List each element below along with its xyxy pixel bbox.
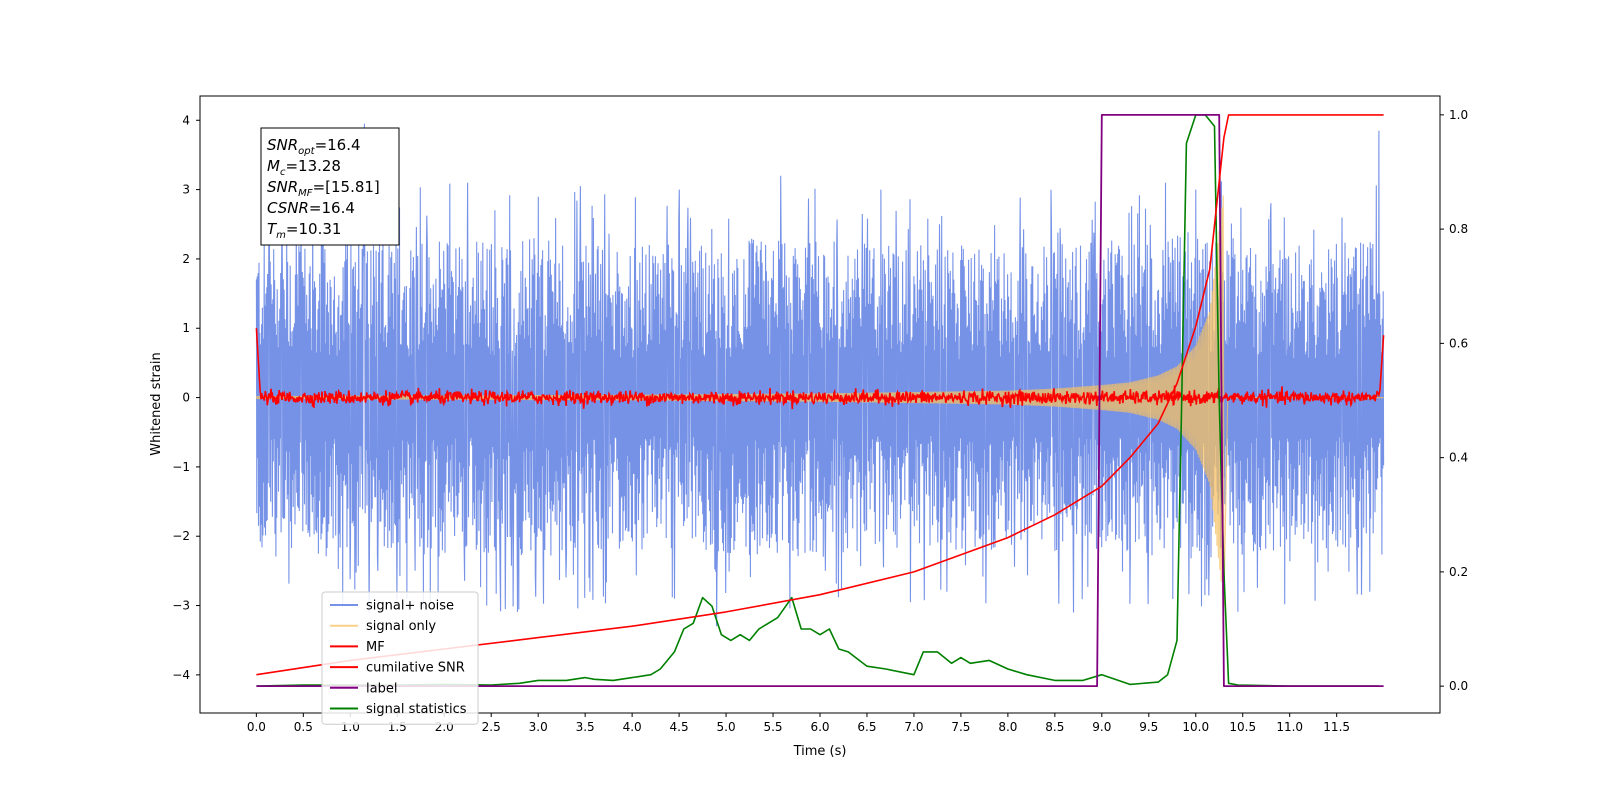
- x-tick-label: 7.5: [951, 720, 970, 734]
- annotation-line: Tm=10.31: [267, 220, 341, 241]
- y-tick-label: −3: [172, 599, 190, 613]
- annotation-line: Mc=13.28: [267, 157, 341, 178]
- y-tick-label: 1: [182, 321, 190, 335]
- legend-label: signal statistics: [366, 702, 467, 717]
- x-tick-label: 10.0: [1182, 720, 1209, 734]
- y-axis-label: Whitened strain: [149, 352, 164, 455]
- annotation-frame: [260, 127, 400, 246]
- x-tick-label: 4.5: [670, 720, 689, 734]
- annotation-line: SNRMF=[15.81]: [267, 178, 380, 199]
- y-tick-label: 4: [182, 113, 190, 127]
- series-mf: [255, 328, 1385, 410]
- x-tick-label: 4.0: [623, 720, 642, 734]
- annotation-line: SNRopt=16.4: [267, 136, 361, 157]
- legend-label: signal+ noise: [366, 599, 454, 614]
- x-tick-label: 9.0: [1092, 720, 1111, 734]
- y2-tick-label: 0.6: [1449, 336, 1468, 350]
- x-axis-label: Time (s): [793, 744, 847, 759]
- x-tick-label: 6.5: [857, 720, 876, 734]
- legend: signal+ noise signal only MF cumilative SNR…: [321, 591, 479, 725]
- y2-tick-label: 1.0: [1449, 108, 1468, 122]
- x-tick-label: 9.5: [1139, 720, 1158, 734]
- y2-tick-label: 0.0: [1449, 679, 1468, 693]
- x-tick-label: 0.0: [247, 720, 266, 734]
- x-tick-label: 2.5: [482, 720, 501, 734]
- y2-tick-label: 0.4: [1449, 451, 1468, 465]
- x-tick-label: 11.0: [1276, 720, 1303, 734]
- y-tick-label: −4: [172, 668, 190, 682]
- y2-tick-label: 0.2: [1449, 565, 1468, 579]
- stats-annotation-box: SNRopt=16.4Mc=13.28SNRMF=[15.81]CSNR=16.…: [260, 127, 400, 246]
- legend-label: signal only: [366, 619, 436, 634]
- series-signal-statistics: [256, 114, 1379, 687]
- x-tick-label: 8.5: [1045, 720, 1064, 734]
- x-tick-label: 0.5: [294, 720, 313, 734]
- legend-frame: [321, 591, 479, 725]
- y-tick-label: 0: [182, 391, 190, 405]
- x-tick-label: 6.0: [810, 720, 829, 734]
- y2-tick-label: 0.8: [1449, 222, 1468, 236]
- y-tick-label: 3: [182, 183, 190, 197]
- x-tick-label: 7.0: [904, 720, 923, 734]
- legend-label: cumilative SNR: [366, 661, 465, 676]
- x-tick-label: 10.5: [1229, 720, 1256, 734]
- x-tick-label: 3.0: [529, 720, 548, 734]
- x-tick-label: 3.5: [576, 720, 595, 734]
- x-tick-label: 11.5: [1323, 720, 1350, 734]
- legend-label: label: [366, 681, 397, 696]
- y-tick-label: −1: [172, 460, 190, 474]
- x-tick-label: 5.0: [717, 720, 736, 734]
- x-tick-label: 5.5: [763, 720, 782, 734]
- y-tick-label: −2: [172, 529, 190, 543]
- legend-label: MF: [366, 640, 385, 655]
- y-tick-label: 2: [182, 252, 190, 266]
- series-signal-noise: [255, 123, 1385, 627]
- x-tick-label: 8.0: [998, 720, 1017, 734]
- series-cumulative-snr: [256, 114, 1384, 676]
- series-label: [256, 114, 1384, 687]
- annotation-line: CSNR=16.4: [267, 199, 355, 217]
